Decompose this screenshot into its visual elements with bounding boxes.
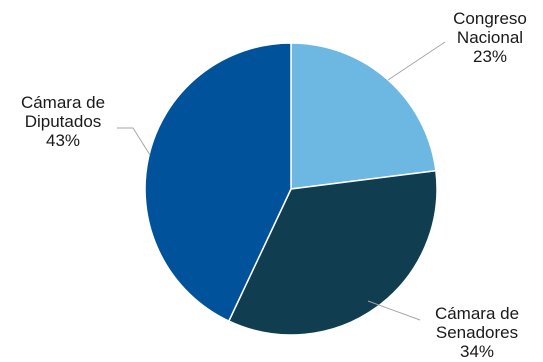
slice-label-1: Cámara de Senadores 34% <box>435 304 519 361</box>
slice-name-line-2-0: Cámara de <box>21 93 105 112</box>
slice-name-line-0-1: Nacional <box>457 28 523 47</box>
leader-line-1 <box>367 300 421 321</box>
slice-name-line-1-0: Cámara de <box>435 304 519 323</box>
slice-value-label-2: 43% <box>46 131 80 150</box>
slice-label-0: Congreso Nacional 23% <box>453 9 527 66</box>
leader-line-0 <box>387 41 446 81</box>
slice-value-label-0: 23% <box>473 47 507 66</box>
pie-slice-0 <box>290 42 437 190</box>
slice-label-2: Cámara de Diputados 43% <box>21 93 105 150</box>
pie-slice-2 <box>144 42 292 323</box>
leader-line-2 <box>117 127 151 156</box>
slice-name-line-0-0: Congreso <box>453 9 527 28</box>
slice-name-line-1-1: Senadores <box>436 323 518 342</box>
slice-value-label-1: 34% <box>460 342 494 361</box>
slice-name-line-2-1: Diputados <box>25 112 102 131</box>
